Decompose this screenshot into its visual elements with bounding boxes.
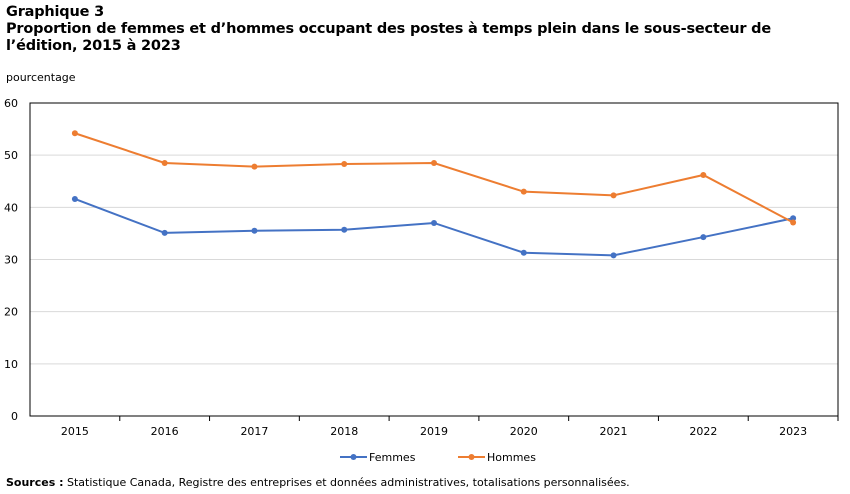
data-point-hommes [431,159,437,166]
data-point-femmes [71,195,78,202]
data-point-femmes [341,226,348,233]
series-line-hommes [74,132,794,224]
data-point-hommes [251,163,258,170]
legend-marker-femmes [350,454,357,460]
y-tick-label: 10 [4,358,18,371]
data-point-hommes [790,219,797,226]
data-point-femmes [610,252,617,259]
y-tick-label: 40 [4,201,18,214]
data-point-femmes [520,249,527,256]
source-note: Sources : Statistique Canada, Registre d… [6,476,630,489]
data-point-hommes [700,171,707,178]
x-tick-label: 2022 [689,425,717,438]
chart-title-line2: Proportion de femmes et d’hommes occupan… [6,21,772,54]
x-tick-label: 2020 [510,425,538,438]
y-tick-label: 0 [11,410,18,423]
x-tick-label: 2023 [779,425,807,438]
data-point-femmes [431,219,437,226]
x-tick-label: 2019 [420,425,448,438]
data-point-hommes [341,161,348,168]
data-point-hommes [520,188,527,195]
y-tick-label: 60 [4,97,18,110]
data-point-hommes [161,159,168,166]
source-text: Statistique Canada, Registre des entrepr… [63,476,630,489]
data-point-hommes [610,192,617,199]
y-tick-label: 20 [4,306,18,319]
legend-marker-hommes [468,454,475,460]
chart-title-line1: Graphique 3 [6,4,104,20]
data-point-femmes [161,229,168,236]
x-tick-label: 2015 [61,425,89,438]
legend-label-hommes: Hommes [487,451,536,464]
x-tick-label: 2017 [240,425,268,438]
data-point-femmes [700,234,707,241]
x-tick-label: 2021 [600,425,628,438]
x-tick-label: 2016 [151,425,179,438]
legend-label-femmes: Femmes [369,451,416,464]
x-tick-label: 2018 [330,425,358,438]
y-axis-unit-label: pourcentage [6,71,76,84]
data-point-femmes [790,215,797,222]
y-tick-label: 30 [4,254,18,267]
data-point-femmes [251,227,258,234]
data-point-hommes [71,130,78,137]
chart-title: Graphique 3 Proportion de femmes et d’ho… [6,4,836,55]
source-label: Sources : [6,476,64,489]
y-tick-label: 50 [4,149,18,162]
plot-area-border [29,102,839,417]
